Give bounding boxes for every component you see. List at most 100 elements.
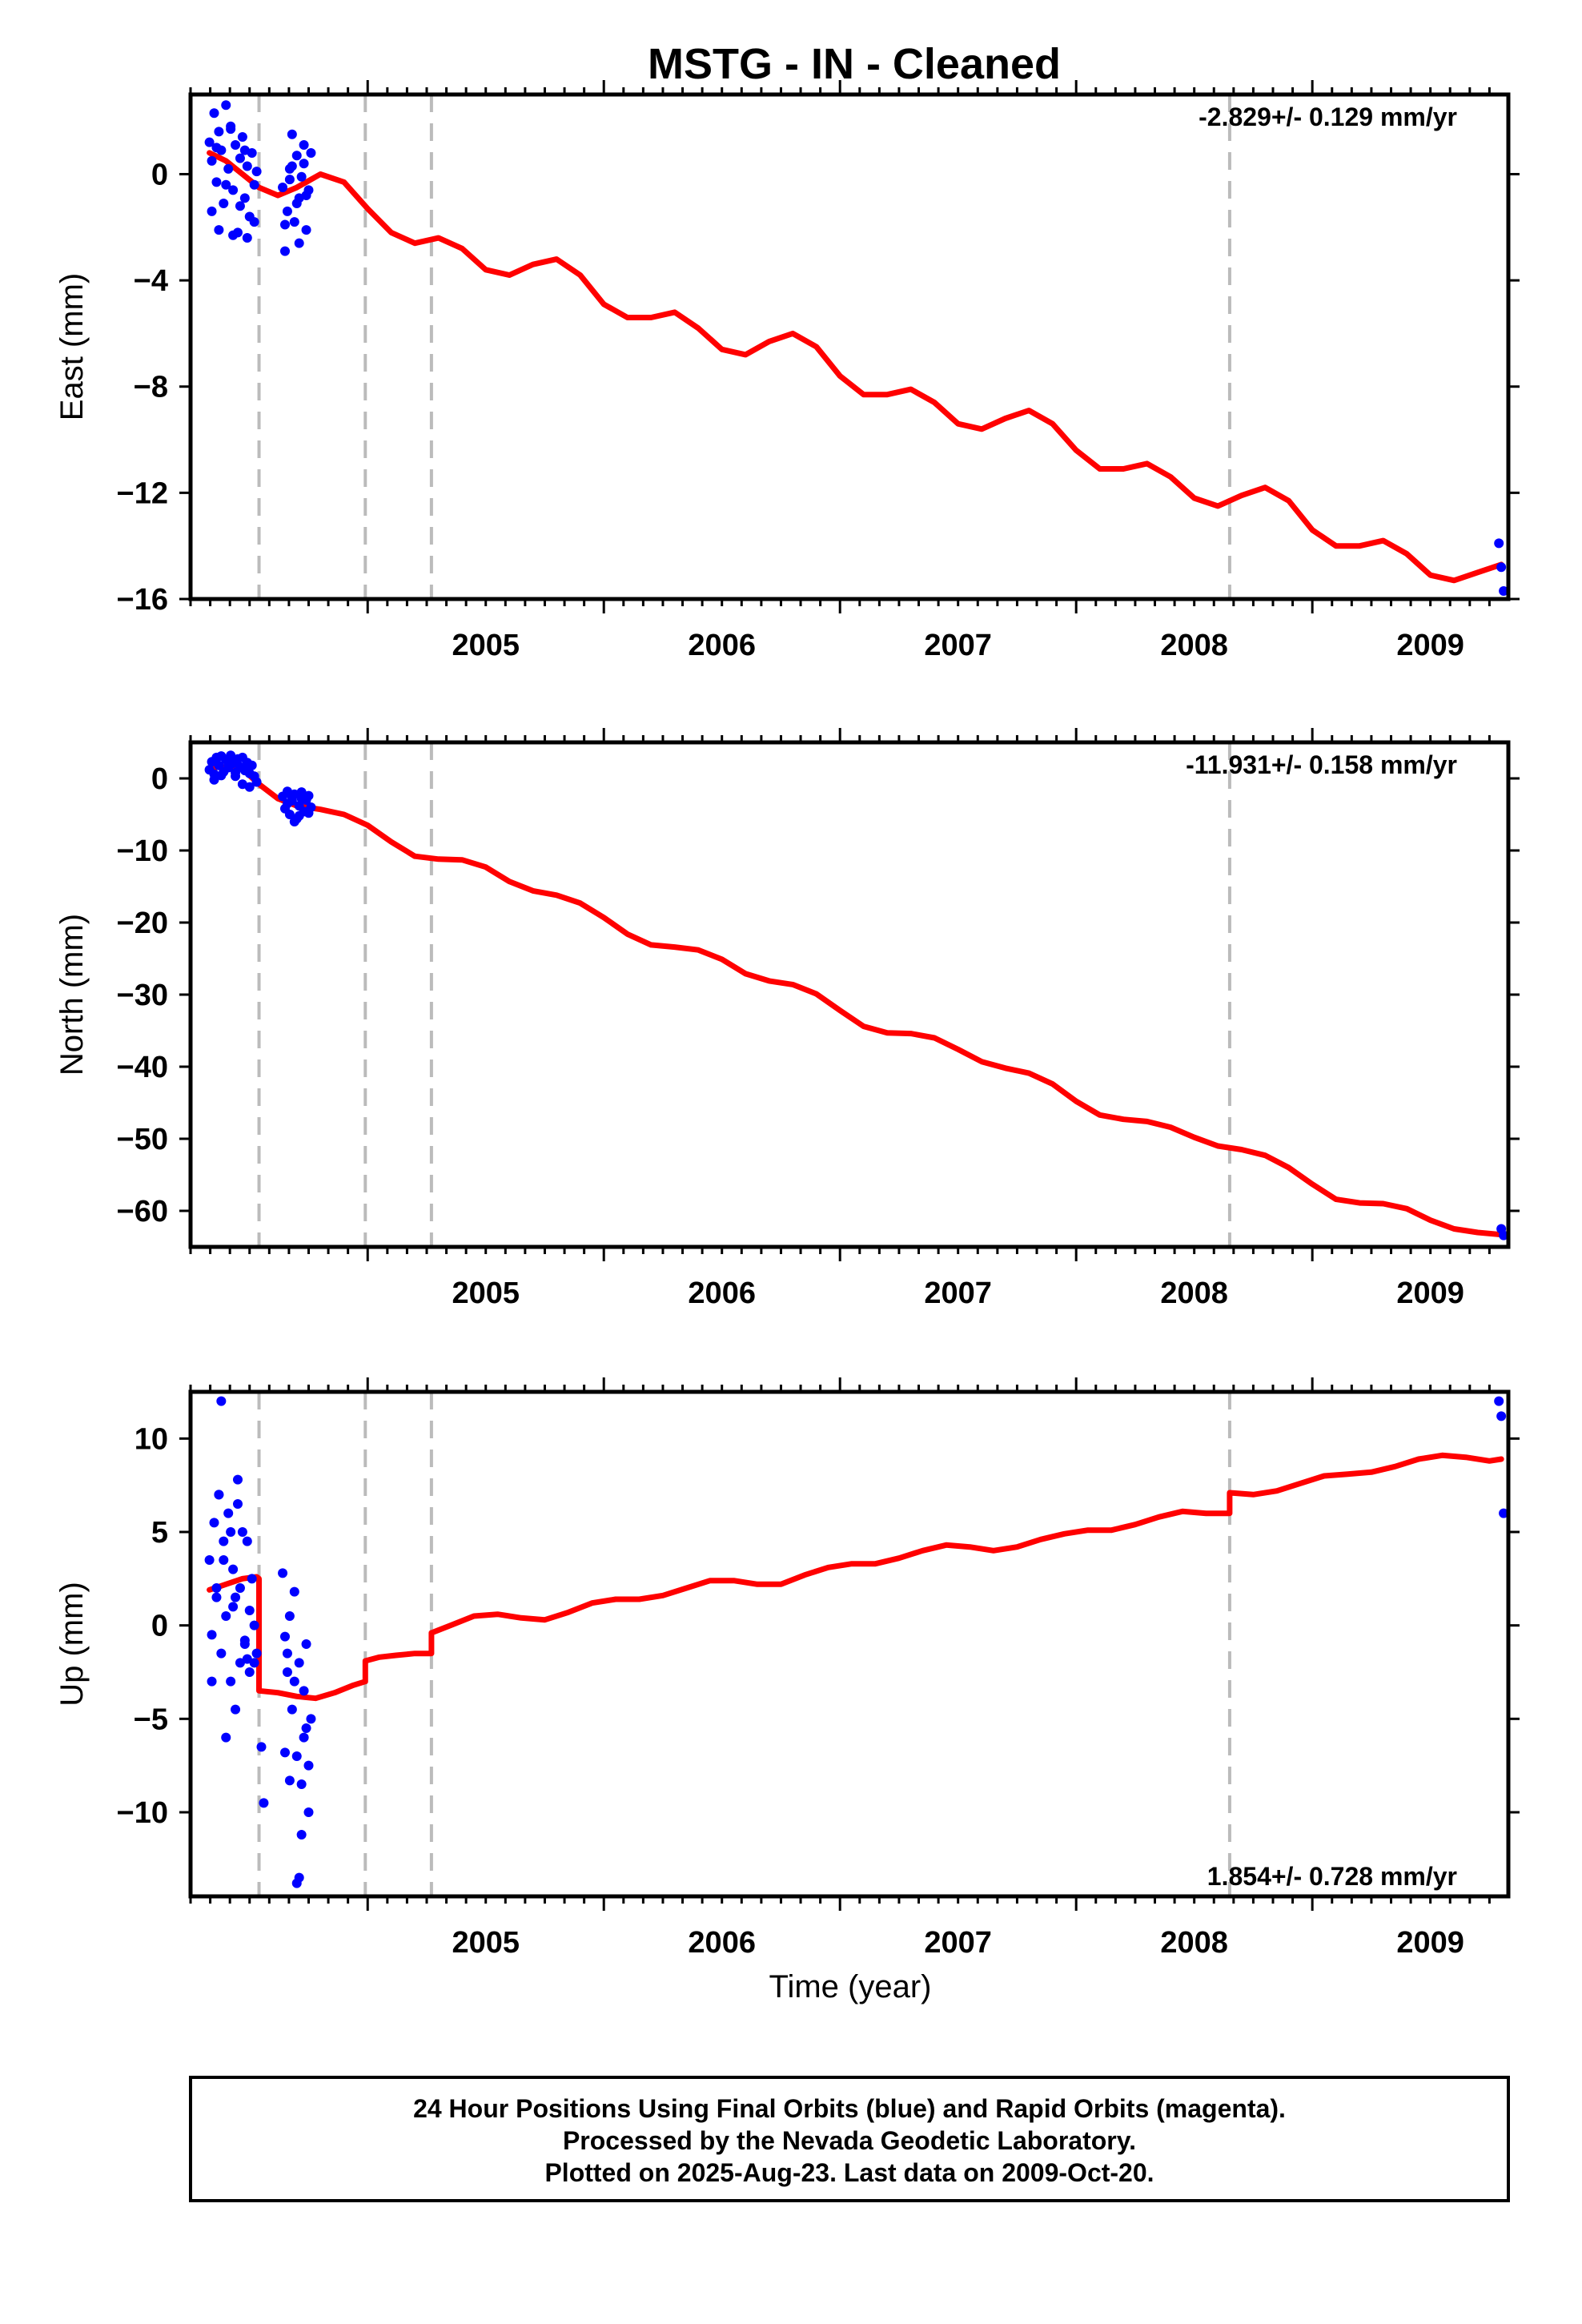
up-data-point <box>301 1639 311 1649</box>
up-data-point <box>301 1723 311 1733</box>
east-data-point <box>249 179 259 190</box>
north-data-point <box>294 810 304 821</box>
north-xtick-label: 2008 <box>1160 1277 1228 1310</box>
up-rate-label: 1.854+/- 0.728 mm/yr <box>1207 1862 1457 1891</box>
east-panel: 0 −4 −8 −12 −16 2005 2006 2007 2008 2009 East (mm… <box>54 80 1520 662</box>
north-data-point <box>244 782 255 792</box>
up-data-point <box>214 1490 224 1500</box>
north-data-point <box>251 777 262 787</box>
up-data-point <box>256 1742 267 1752</box>
up-data-point <box>303 1807 314 1817</box>
east-data-point <box>228 185 239 195</box>
east-data-point <box>237 132 247 143</box>
up-panel: 10 5 0 −5 −10 2005 2006 2007 2008 2009 Up (mm) 1.… <box>54 1377 1520 1960</box>
up-model-line <box>207 1452 1504 1702</box>
east-data-point <box>242 233 252 243</box>
up-data-point <box>279 1631 290 1642</box>
east-ytick-label: −4 <box>134 264 168 298</box>
up-data-point <box>235 1658 245 1668</box>
up-data-point <box>216 1396 227 1406</box>
east-data-point <box>299 159 309 169</box>
up-ytick-label: 10 <box>135 1422 168 1456</box>
footer-line-2: Processed by the Nevada Geodetic Laborat… <box>563 2126 1136 2155</box>
north-ytick-label: −30 <box>117 979 168 1012</box>
up-data-point <box>289 1586 299 1597</box>
up-data-point <box>284 1775 295 1786</box>
up-data-point <box>287 1704 297 1715</box>
footer-line-1: 24 Hour Positions Using Final Orbits (bl… <box>413 2094 1286 2123</box>
east-data-point <box>278 183 288 193</box>
up-data-point <box>235 1583 245 1593</box>
east-rate-label: -2.829+/- 0.129 mm/yr <box>1199 103 1457 131</box>
east-data-point <box>284 175 295 185</box>
east-data-point <box>219 198 229 208</box>
up-data-point <box>249 1620 259 1630</box>
east-model-line <box>207 150 1504 584</box>
up-plot-frame <box>188 1389 1511 1899</box>
up-data-point <box>228 1564 239 1574</box>
up-data-point <box>231 1592 241 1602</box>
east-xtick-label: 2006 <box>688 629 756 662</box>
up-data-point <box>296 1779 307 1789</box>
up-data-point <box>306 1714 316 1724</box>
north-data-point <box>231 771 241 782</box>
east-data-point <box>239 193 250 203</box>
north-data-point <box>247 760 257 770</box>
north-data-point <box>216 770 227 781</box>
east-data-point <box>214 127 224 137</box>
footer-box: 24 Hour Positions Using Final Orbits (bl… <box>189 2076 1510 2202</box>
north-plot-frame <box>188 740 1511 1249</box>
up-ytick-label: 0 <box>151 1610 168 1643</box>
north-ytick-label: −40 <box>117 1051 168 1084</box>
up-data-point <box>278 1568 288 1578</box>
east-data-point <box>289 217 299 227</box>
east-breaks <box>257 94 1231 599</box>
footer-line-3: Plotted on 2025-Aug-23. Last data on 200… <box>544 2158 1154 2187</box>
up-data-point <box>303 1760 314 1771</box>
east-data-point <box>291 151 302 161</box>
east-ytick-label: −8 <box>134 371 168 404</box>
north-data-point <box>284 810 295 819</box>
north-model-layer <box>207 764 1504 1238</box>
up-data-point <box>294 1658 304 1668</box>
east-data-point <box>207 155 217 166</box>
east-data-point <box>226 124 236 135</box>
north-ytick-label: −60 <box>117 1195 168 1228</box>
up-data-point <box>239 1635 250 1646</box>
up-data-point <box>207 1676 217 1687</box>
up-data-point <box>216 1648 227 1659</box>
east-data-point <box>214 225 224 235</box>
up-data-point <box>279 1747 290 1758</box>
east-data-point <box>211 143 222 153</box>
north-axes: 0 −10 −20 −30 −40 −50 −60 2005 2006 2007 2008 2009 <box>117 728 1520 1310</box>
up-data-point <box>289 1676 299 1687</box>
east-data-point <box>235 201 245 211</box>
x-axis-label: Time (year) <box>769 1969 932 2004</box>
north-xtick-label: 2005 <box>452 1277 520 1310</box>
east-data-point <box>228 230 239 240</box>
up-data-point <box>299 1686 309 1696</box>
figure-title: MSTG - IN - Cleaned <box>648 40 1061 88</box>
up-data-point <box>232 1499 243 1509</box>
up-xtick-label: 2005 <box>452 1926 520 1960</box>
east-data-point <box>294 238 304 248</box>
up-data-point <box>299 1732 309 1743</box>
up-data-point <box>242 1654 252 1664</box>
up-data-point <box>259 1798 269 1808</box>
up-data-point <box>223 1508 234 1518</box>
up-data-point <box>211 1592 222 1602</box>
east-data-point <box>239 145 250 155</box>
east-data-point <box>1494 538 1504 549</box>
up-data-point <box>291 1878 302 1888</box>
east-axes: 0 −4 −8 −12 −16 2005 2006 2007 2008 2009 <box>117 80 1520 662</box>
up-data-point <box>219 1536 229 1546</box>
east-data-point <box>204 137 215 147</box>
up-data-point <box>232 1474 243 1485</box>
east-ytick-label: −16 <box>117 583 168 617</box>
east-data-point <box>282 206 292 216</box>
east-plot-frame <box>188 92 1511 601</box>
north-observations <box>204 750 1509 1240</box>
north-ytick-label: 0 <box>151 762 168 796</box>
